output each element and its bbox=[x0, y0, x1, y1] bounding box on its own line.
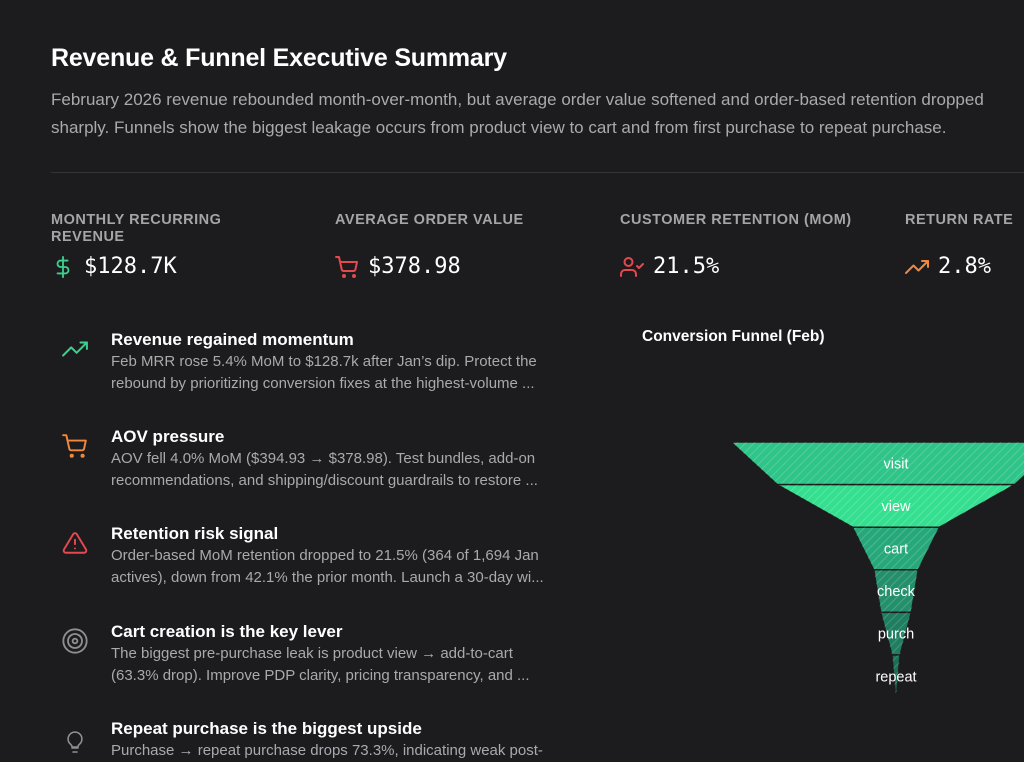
insight-title: Revenue regained momentum bbox=[111, 330, 354, 349]
warning-icon bbox=[58, 526, 92, 560]
kpi-value: 21.5% bbox=[653, 254, 720, 279]
funnel-stage-label: repeat bbox=[875, 669, 916, 685]
kpi-label-line: AVERAGE ORDER VALUE bbox=[335, 212, 524, 228]
kpi-label: RETURN RATE bbox=[905, 212, 1013, 229]
insight-body: Order-based MoM retention dropped to 21.… bbox=[111, 547, 544, 586]
kpi-return-rate: RETURN RATE 2.8% bbox=[905, 212, 1013, 279]
cart-icon bbox=[335, 255, 359, 279]
insight-body: AOV fell 4.0% MoM ($394.93 → $378.98). T… bbox=[111, 450, 538, 489]
kpi-label: AVERAGE ORDER VALUE bbox=[335, 212, 524, 229]
page-subtitle: February 2026 revenue rebounded month-ov… bbox=[51, 86, 1024, 142]
insight-title: Retention risk signal bbox=[111, 524, 279, 543]
funnel-segment-hatch bbox=[891, 655, 901, 698]
dollar-icon bbox=[51, 255, 75, 279]
trending-up-icon bbox=[905, 255, 929, 279]
insight-title: AOV pressure bbox=[111, 427, 225, 446]
kpi-retention: CUSTOMER RETENTION (MOM) 21.5% bbox=[620, 212, 852, 279]
funnel-stage-label: visit bbox=[884, 456, 909, 472]
header-divider bbox=[51, 172, 1024, 173]
funnel-segment-hatch bbox=[852, 527, 940, 570]
insight-body: The biggest pre-purchase leak is product… bbox=[111, 645, 530, 684]
kpi-value: $128.7K bbox=[84, 254, 177, 279]
funnel-segment-hatch bbox=[731, 442, 1024, 485]
funnel-stage-label: check bbox=[877, 584, 916, 600]
lightbulb-icon bbox=[58, 725, 92, 759]
insight-title: Repeat purchase is the biggest upside bbox=[111, 719, 422, 738]
insight-body: Feb MRR rose 5.4% MoM to $128.7k after J… bbox=[111, 353, 537, 392]
funnel-segment-hatch bbox=[777, 484, 1015, 528]
kpi-label: MONTHLY RECURRING REVENUE bbox=[51, 212, 221, 246]
kpi-label-line: REVENUE bbox=[51, 229, 125, 245]
kpi-value: 2.8% bbox=[938, 254, 991, 279]
user-check-icon bbox=[620, 255, 644, 279]
kpi-value: $378.98 bbox=[368, 254, 461, 279]
kpi-mrr: MONTHLY RECURRING REVENUE $128.7K bbox=[51, 212, 221, 279]
subtitle-line-1: February 2026 revenue rebounded month-ov… bbox=[51, 90, 984, 109]
insight-title: Cart creation is the key lever bbox=[111, 622, 343, 641]
target-icon bbox=[58, 624, 92, 658]
trending-up-icon bbox=[58, 332, 92, 366]
funnel-stage-label: view bbox=[881, 499, 911, 515]
kpi-label-line: MONTHLY RECURRING bbox=[51, 212, 222, 228]
chart-title: Conversion Funnel (Feb) bbox=[642, 328, 825, 345]
kpi-label: CUSTOMER RETENTION (MOM) bbox=[620, 212, 852, 229]
insight-body: Purchase → repeat purchase drops 73.3%, … bbox=[111, 742, 543, 759]
kpi-aov: AVERAGE ORDER VALUE $378.98 bbox=[335, 212, 524, 279]
funnel-stage-label: cart bbox=[884, 542, 908, 558]
funnel-segment-hatch bbox=[880, 612, 912, 655]
kpi-label-line: RETURN RATE bbox=[905, 212, 1014, 228]
page-title: Revenue & Funnel Executive Summary bbox=[51, 44, 507, 72]
subtitle-line-2: sharply. Funnels show the biggest leakag… bbox=[51, 118, 947, 137]
funnel-stage-label: purch bbox=[878, 627, 914, 643]
funnel-segment-hatch bbox=[873, 569, 919, 613]
kpi-label-line: CUSTOMER RETENTION (MOM) bbox=[620, 212, 852, 228]
cart-icon bbox=[58, 429, 92, 463]
